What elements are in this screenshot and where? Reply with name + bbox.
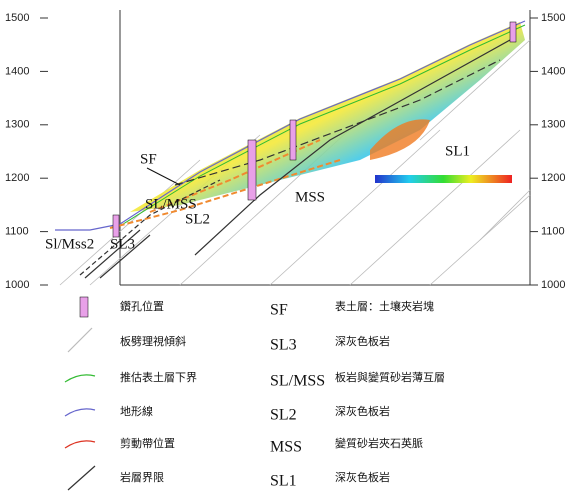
sf-leader: [146, 167, 181, 186]
unit-description: 深灰色板岩: [335, 470, 390, 484]
legend-label: 剪動帶位置: [120, 436, 175, 450]
frame: [119, 10, 531, 286]
unit-description: 板岩與變質砂岩薄互層: [335, 370, 445, 384]
y-tick-label-right: 1500: [541, 12, 565, 24]
unit-description: 表土層：土壤夾岩塊: [335, 299, 434, 313]
y-tick-label: 1000: [5, 279, 29, 291]
section-label: SL3: [110, 236, 135, 252]
cleavage-lines: [59, 39, 531, 286]
legend-label: 鑽孔位置: [120, 299, 164, 313]
y-tick-label: 1300: [5, 119, 29, 131]
unit-code: SL3: [270, 337, 297, 354]
resistivity-section: [130, 22, 525, 212]
y-tick-label: 1200: [5, 172, 29, 184]
legend-label: 岩層界限: [120, 470, 164, 484]
unit-description: 深灰色板岩: [335, 404, 390, 418]
y-tick-label-right: 1300: [541, 119, 565, 131]
legend-icons: [64, 296, 96, 491]
legend-label: 板劈理視傾斜: [120, 334, 186, 348]
unit-code: SL/MSS: [270, 373, 325, 390]
section-label: SL1: [445, 143, 470, 159]
y-tick-label: 1500: [5, 12, 29, 24]
y-tick-label-right: 1200: [541, 172, 565, 184]
section-label: SF: [140, 151, 157, 167]
section-label: Sl/Mss2: [45, 236, 94, 252]
unit-code: SL2: [270, 407, 297, 424]
section-label: SL/MSS: [145, 196, 197, 212]
unit-code: SL1: [270, 473, 297, 490]
unit-code: SF: [270, 302, 288, 319]
boreholes: [112, 21, 517, 238]
section-label: MSS: [295, 189, 325, 205]
y-tick-label: 1100: [5, 226, 29, 238]
conductive-zone: [370, 119, 430, 160]
legend-label: 地形線: [120, 404, 153, 418]
y-tick-label: 1400: [5, 65, 29, 77]
unit-description: 深灰色板岩: [335, 334, 390, 348]
y-tick-label-right: 1000: [541, 279, 565, 291]
unit-description: 變質砂岩夾石英脈: [335, 436, 423, 450]
unit-code: MSS: [270, 439, 302, 456]
soil-boundary: [119, 24, 526, 227]
legend: [64, 296, 96, 491]
lithologic-boundaries: [79, 39, 511, 279]
y-tick-label-right: 1100: [541, 226, 565, 238]
y-tick-label-right: 1400: [541, 65, 565, 77]
section-label: SL2: [185, 211, 210, 227]
legend-label: 推估表土層下界: [120, 370, 197, 384]
color-scale: [375, 175, 512, 183]
